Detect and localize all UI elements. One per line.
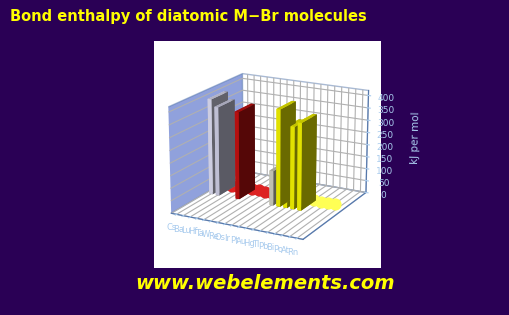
Text: Bond enthalpy of diatomic M−Br molecules: Bond enthalpy of diatomic M−Br molecules	[10, 9, 366, 25]
Text: www.webelements.com: www.webelements.com	[135, 274, 394, 293]
